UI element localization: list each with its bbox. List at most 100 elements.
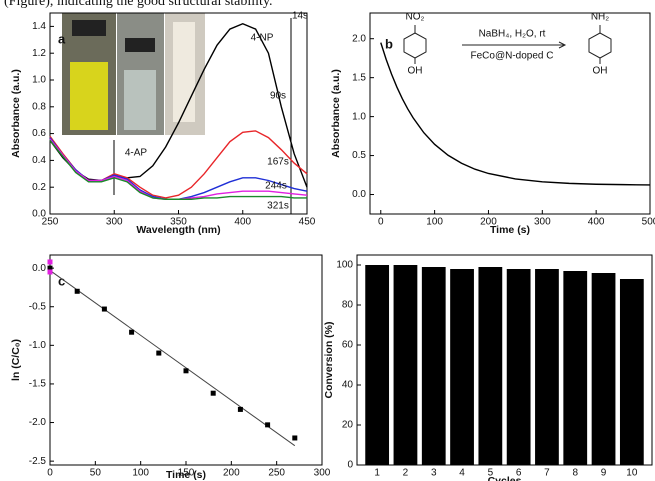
y-tick-label: 60 [342,340,354,351]
x-tick-label: 10 [626,468,638,479]
y-tick-label: 0 [347,460,353,471]
x-tick-label: 400 [588,217,605,228]
x-tick-label: 1 [374,468,380,479]
y-tick-label: 1.0 [352,111,366,122]
panel-label: b [385,36,393,51]
x-tick-label: 2 [403,468,409,479]
bar [619,279,644,465]
x-tick-label: 0 [47,468,53,479]
data-point [265,422,271,428]
series-label: 14s [292,11,308,22]
bar [591,273,616,465]
y-tick-label: 0.6 [32,128,46,139]
x-tick-label: 150 [178,468,195,479]
x-tick-label: 4 [459,468,465,479]
panel-label: c [58,273,65,288]
scheme-label: FeCo@N-doped C [471,51,554,62]
y-tick-label: 1.4 [32,21,46,32]
data-point [47,265,53,271]
x-axis-label: Time (s) [166,469,206,481]
y-tick-label: -0.5 [29,301,47,312]
x-tick-label: 500 [642,217,655,228]
data-point [47,259,53,265]
data-point [101,306,107,312]
reaction-scheme [403,25,612,64]
plot-frame [49,254,323,466]
x-axis-label: Time (s) [490,224,530,236]
plot-frame [369,12,651,215]
x-tick-label: 50 [90,468,102,479]
y-tick-label: 1.2 [32,48,46,59]
x-tick-label: 300 [534,217,551,228]
inset-photo [62,13,205,135]
y-tick-label: -2.5 [29,456,47,467]
x-axis-label: Wavelength (nm) [136,224,220,236]
scheme-label: OH [593,66,608,77]
x-tick-label: 6 [516,468,522,479]
x-tick-label: 0 [378,217,384,228]
y-tick-label: 80 [342,300,354,311]
bar [450,269,474,465]
scheme-label: NO₂ [406,12,425,23]
y-tick-label: -1.0 [29,340,47,351]
x-tick-label: 250 [42,217,59,228]
bar [535,269,559,465]
bar [365,265,390,465]
data-point [47,269,53,275]
bar [478,267,503,465]
y-tick-label: 1.0 [32,75,46,86]
data-line [380,42,651,186]
y-tick-label: -2.0 [29,417,47,428]
bar [421,267,446,465]
x-tick-label: 3 [431,468,437,479]
x-tick-label: 7 [544,468,550,479]
x-tick-label: 5 [488,468,494,479]
data-point [292,435,298,441]
scheme-label: NaBH₄, H₂O, rt [479,29,546,40]
y-tick-label: 20 [342,420,354,431]
y-tick-label: 100 [336,260,353,271]
data-point [237,406,243,412]
bar [393,265,418,465]
series-label: 90s [270,91,286,102]
fit-line [49,270,296,447]
x-axis-label: Cycles [488,475,522,481]
y-tick-label: 40 [342,380,354,391]
x-tick-label: 400 [234,217,251,228]
y-tick-label: 1.5 [352,72,366,83]
series-label: 321s [267,201,289,212]
x-tick-label: 100 [132,468,149,479]
annotation: 4-NP [251,33,274,44]
y-axis-label: ln (C/C₀) [10,339,22,381]
x-tick-label: 450 [299,217,316,228]
scheme-label: NH₂ [591,12,609,23]
data-point [210,390,216,396]
x-tick-label: 200 [480,217,497,228]
y-tick-label: 2.0 [352,33,366,44]
x-tick-label: 250 [268,468,285,479]
y-tick-label: -1.5 [29,379,47,390]
y-tick-label: 0.0 [32,263,46,274]
series-label: 244s [265,181,287,192]
y-tick-label: 0.8 [32,101,46,112]
plot-frame [356,254,653,466]
series-label: 167s [267,157,289,168]
bar [506,269,531,465]
bar [563,271,588,465]
scheme-label: OH [408,66,423,77]
y-tick-label: 0.0 [352,189,366,200]
caption: (Figure), indicating the good structural… [4,0,273,9]
x-tick-label: 200 [223,468,240,479]
y-tick-label: 0.4 [32,155,46,166]
x-tick-label: 300 [314,468,331,479]
annotation: 4-AP [125,148,148,159]
y-axis-label: Absorbance (a.u.) [10,69,22,158]
data-line [49,139,307,200]
y-tick-label: 0.2 [32,182,46,193]
x-tick-label: 8 [572,468,578,479]
y-tick-label: 0.5 [352,150,366,161]
x-tick-label: 100 [426,217,443,228]
x-tick-label: 350 [170,217,187,228]
data-line [49,22,308,188]
